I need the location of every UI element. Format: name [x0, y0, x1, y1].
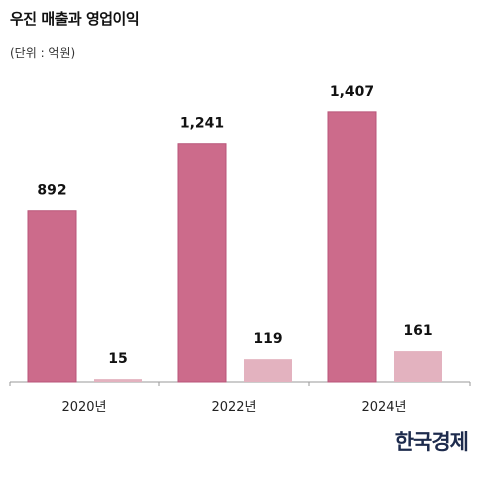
revenue-bar: [177, 143, 227, 383]
revenue-data-label: 1,241: [180, 116, 224, 132]
x-tick-label: 2020년: [61, 400, 106, 415]
profit-bar: [394, 351, 442, 382]
chart-title: 우진 매출과 영업이익: [10, 10, 140, 28]
revenue-bar: [27, 210, 77, 383]
profit-data-label: 161: [403, 323, 432, 339]
revenue-data-label: 892: [37, 183, 66, 199]
unit-label: (단위 : 억원): [10, 46, 76, 60]
profit-bar: [94, 379, 142, 382]
profit-bar: [244, 359, 292, 382]
x-tick-label: 2024년: [361, 400, 406, 415]
revenue-data-label: 1,407: [330, 84, 374, 100]
brand-logo: 한국경제: [394, 429, 469, 454]
revenue-bar: [327, 111, 377, 383]
profit-data-label: 119: [253, 331, 282, 347]
profit-data-label: 15: [108, 351, 127, 367]
x-tick-label: 2022년: [211, 400, 256, 415]
